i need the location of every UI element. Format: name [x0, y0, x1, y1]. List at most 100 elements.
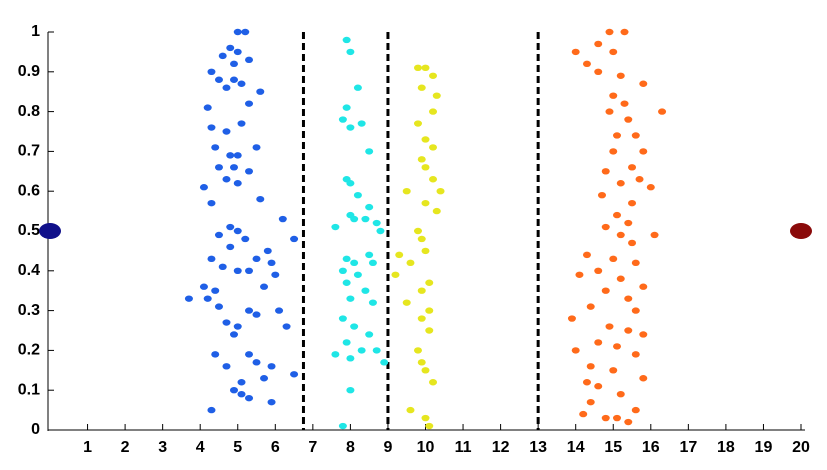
- y-tick-label: 1: [31, 23, 40, 40]
- point: [199, 184, 208, 191]
- point: [282, 323, 291, 330]
- point: [203, 104, 212, 111]
- point: [421, 64, 430, 72]
- point: [605, 108, 614, 115]
- point: [361, 287, 370, 294]
- point: [567, 315, 576, 322]
- point: [609, 48, 618, 56]
- point: [365, 331, 374, 338]
- point: [207, 255, 216, 263]
- point: [350, 259, 359, 267]
- point: [233, 323, 242, 330]
- point: [368, 259, 377, 267]
- point: [432, 207, 441, 215]
- point: [233, 28, 242, 36]
- point: [436, 188, 445, 195]
- point: [376, 227, 385, 235]
- point: [357, 347, 366, 354]
- point: [245, 168, 254, 175]
- point: [290, 371, 299, 378]
- point: [429, 144, 438, 151]
- point: [609, 92, 618, 99]
- point: [342, 255, 351, 263]
- point: [226, 223, 235, 231]
- point: [631, 351, 640, 358]
- point: [252, 144, 261, 151]
- point: [605, 323, 614, 330]
- point: [571, 48, 580, 56]
- point: [616, 180, 625, 187]
- point: [421, 136, 430, 143]
- point: [639, 375, 648, 382]
- point: [601, 287, 610, 294]
- point: [639, 148, 648, 155]
- point: [395, 251, 404, 259]
- x-tick-label: 19: [755, 439, 773, 456]
- point: [267, 259, 276, 267]
- point: [346, 124, 355, 131]
- point: [252, 311, 261, 318]
- point: [425, 422, 434, 430]
- point: [421, 414, 430, 422]
- point: [346, 48, 355, 56]
- point: [425, 327, 434, 334]
- point: [346, 295, 355, 302]
- point: [211, 287, 220, 294]
- point: [338, 116, 347, 123]
- x-tick-label: 2: [121, 439, 130, 456]
- point: [214, 231, 223, 239]
- point: [594, 68, 603, 76]
- point: [613, 211, 622, 219]
- point: [609, 255, 618, 263]
- point: [365, 203, 374, 211]
- point: [586, 303, 595, 310]
- point: [245, 351, 254, 358]
- point: [222, 128, 231, 135]
- point: [229, 387, 238, 394]
- point: [425, 307, 434, 314]
- x-tick-label: 5: [233, 439, 242, 456]
- point: [233, 152, 242, 159]
- point: [342, 279, 351, 286]
- point: [222, 319, 231, 326]
- x-tick-label: 3: [158, 439, 167, 456]
- point: [421, 247, 430, 255]
- point: [605, 28, 614, 36]
- point: [380, 359, 389, 366]
- point: [331, 223, 340, 231]
- point: [365, 251, 374, 259]
- point: [346, 355, 355, 362]
- point: [790, 223, 812, 239]
- point: [616, 72, 625, 79]
- point: [586, 398, 595, 406]
- point: [639, 80, 648, 87]
- point: [582, 251, 591, 259]
- point: [658, 108, 667, 115]
- y-tick-label: 0.2: [18, 342, 40, 359]
- point: [624, 327, 633, 334]
- y-tick-label: 0.4: [18, 262, 40, 279]
- point: [290, 235, 299, 243]
- point: [616, 231, 625, 239]
- y-tick-label: 0.3: [18, 302, 40, 319]
- point: [207, 406, 216, 414]
- point: [616, 390, 625, 398]
- x-tick-label: 12: [492, 439, 510, 456]
- point: [342, 36, 351, 44]
- point: [575, 271, 584, 278]
- x-tick-label: 11: [455, 439, 472, 456]
- point: [237, 80, 246, 87]
- point: [432, 92, 441, 99]
- x-tick-label: 14: [567, 439, 585, 456]
- point: [256, 195, 265, 203]
- point: [616, 275, 625, 282]
- point: [413, 120, 422, 127]
- point: [233, 180, 242, 187]
- point: [594, 339, 603, 346]
- point: [207, 199, 216, 207]
- point: [594, 383, 603, 390]
- point: [365, 148, 374, 155]
- point: [241, 235, 250, 243]
- point: [579, 410, 588, 418]
